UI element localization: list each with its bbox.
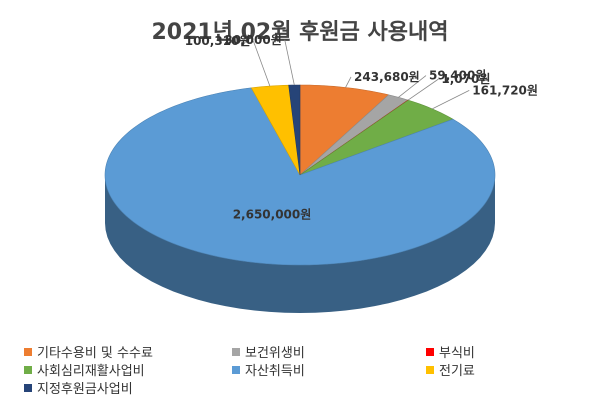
label-leader-line <box>407 78 439 101</box>
legend-label: 기타수용비 및 수수료 <box>37 346 153 361</box>
legend-item: 기타수용비 및 수수료 <box>24 342 153 361</box>
legend-swatch <box>426 347 434 356</box>
label-leader-line <box>345 76 352 88</box>
legend-label: 사회심리재활사업비 <box>37 364 145 379</box>
legend-label: 전기료 <box>439 364 475 379</box>
legend-item: 부식비 <box>426 342 475 361</box>
legend-swatch <box>24 347 32 356</box>
pie-slice <box>299 84 390 176</box>
chart-title: 2021년 02월 후원금 사용내역 <box>151 20 449 45</box>
slice-data-label: 2,650,000원 <box>233 207 312 221</box>
slice-data-label: 1,070원 <box>441 72 490 86</box>
slice-data-label: 30,000원 <box>224 33 281 47</box>
slice-data-label: 59,400원 <box>429 69 486 83</box>
slice-data-label: 161,720원 <box>472 83 538 97</box>
legend-label: 부식비 <box>439 346 475 361</box>
legend-label: 자산취득비 <box>245 364 305 379</box>
chart-legend: 기타수용비 및 수수료 보건위생비 부식비 사회심리재활사업비 자산취득비 전기… <box>24 342 584 397</box>
legend-swatch <box>24 383 32 392</box>
legend-item: 사회심리재활사업비 <box>24 360 145 379</box>
pie-slice <box>104 87 496 266</box>
slice-data-label: 243,680원 <box>354 70 420 84</box>
legend-swatch <box>232 365 240 374</box>
pie-slice <box>299 94 409 176</box>
label-leader-line <box>284 39 295 86</box>
label-leader-line <box>253 41 271 87</box>
legend-label: 지정후원금사업비 <box>37 382 133 397</box>
legend-swatch <box>24 365 32 374</box>
pie-slice <box>299 99 454 176</box>
legend-item: 지정후원금사업비 <box>24 378 133 397</box>
legend-swatch <box>426 365 434 374</box>
legend-item: 전기료 <box>426 360 475 379</box>
label-leader-line <box>398 75 427 98</box>
pie-slice-side <box>105 175 495 313</box>
legend-swatch <box>232 347 240 356</box>
slice-data-label: 100,310원 <box>185 34 251 48</box>
legend-item: 자산취득비 <box>232 360 305 379</box>
legend-item: 보건위생비 <box>232 342 305 361</box>
legend-label: 보건위생비 <box>245 346 305 361</box>
label-leader-line <box>432 89 470 110</box>
